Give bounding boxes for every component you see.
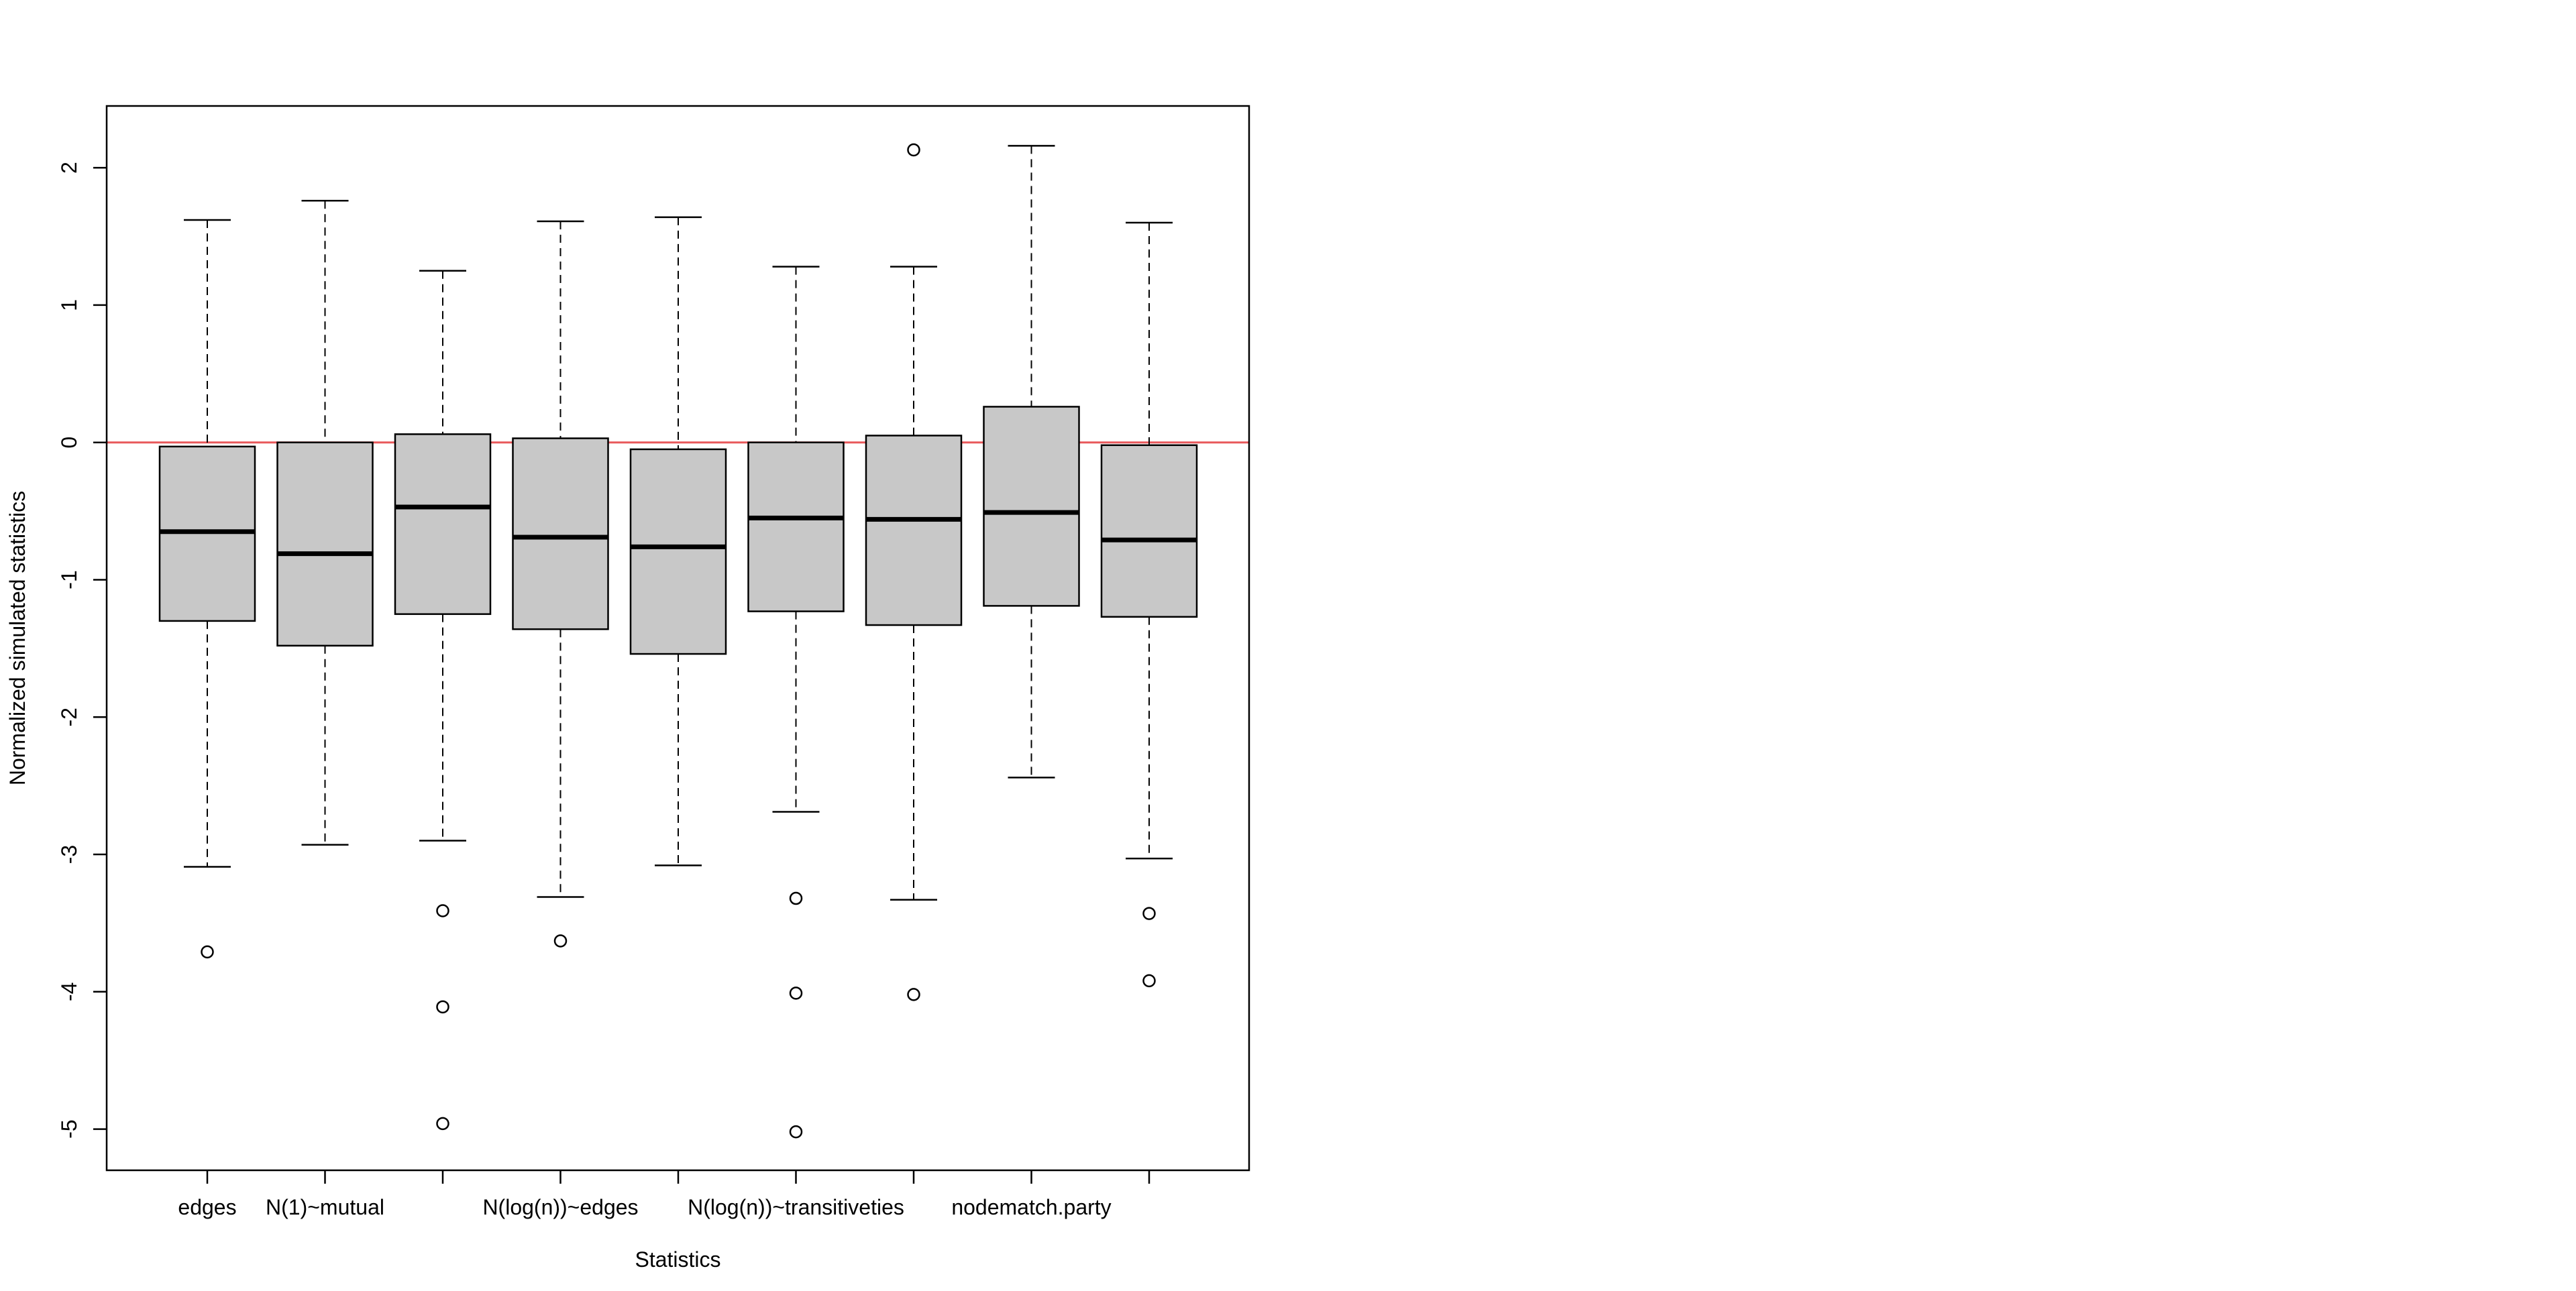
outlier-point (1142, 907, 1156, 920)
axes-layer: -5 -4 -3 -2 -1 0 1 2 edges N(1)~mutual N(log(n))~e… (57, 105, 1250, 1219)
box-group (512, 220, 609, 948)
outlier-point (789, 987, 803, 1000)
x-tick-label: edges (178, 1195, 236, 1219)
box-group (747, 266, 845, 1139)
x-tick-label: N(log(n))~transitiveties (688, 1195, 904, 1219)
outlier-point (907, 988, 920, 1001)
outlier-point (201, 945, 214, 959)
box-iqr (865, 435, 963, 626)
x-axis-title: Statistics (635, 1247, 720, 1272)
y-tick-label: 2 (57, 162, 81, 174)
box-iqr (394, 433, 492, 615)
outlier-point (553, 934, 568, 948)
box-iqr (629, 448, 727, 655)
box-group (1100, 221, 1198, 988)
x-tick-label: N(log(n))~edges (482, 1195, 638, 1219)
outlier-point (789, 1125, 803, 1139)
box-group (983, 145, 1080, 779)
box-iqr (983, 406, 1080, 607)
outlier-point (1142, 974, 1156, 988)
boxes-layer (158, 143, 1198, 1139)
box-group (629, 216, 727, 866)
box-group (394, 270, 492, 1131)
box-group (158, 219, 256, 959)
box-iqr (276, 441, 374, 647)
x-tick-label: nodematch.party (951, 1195, 1111, 1219)
box-group (865, 143, 963, 1001)
outlier-point (436, 1000, 449, 1014)
outlier-point (436, 904, 449, 917)
box-iqr (512, 437, 609, 630)
y-tick-label: 1 (57, 299, 81, 311)
y-tick-label: -3 (57, 845, 81, 864)
y-tick-label: -5 (57, 1119, 81, 1138)
box-iqr (1100, 444, 1198, 618)
box-iqr (747, 441, 845, 612)
y-tick-label: -1 (57, 570, 81, 589)
y-tick-label: -4 (57, 983, 81, 1001)
x-tick-label: N(1)~mutual (266, 1195, 384, 1219)
y-axis-title: Normalized simulated statistics (5, 491, 30, 785)
outlier-point (436, 1117, 449, 1131)
y-tick-label: 0 (57, 437, 81, 449)
outlier-point (907, 143, 920, 157)
outlier-point (789, 891, 803, 905)
y-tick-label: -2 (57, 708, 81, 726)
box-group (276, 200, 374, 846)
